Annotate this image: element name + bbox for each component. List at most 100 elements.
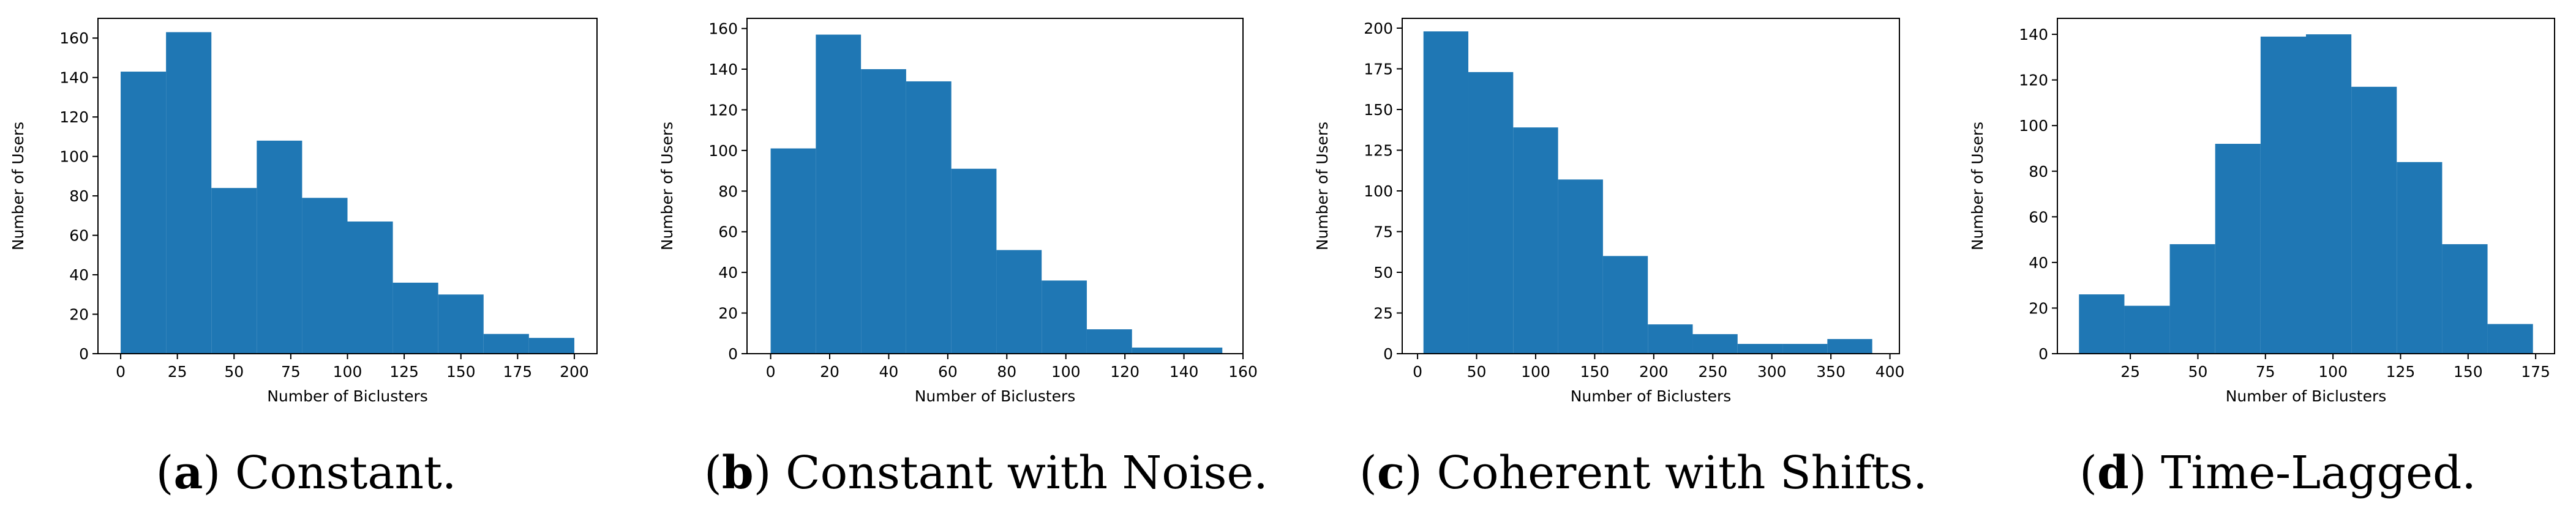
caption-text: Constant. (235, 447, 457, 499)
x-tick-label: 40 (879, 363, 899, 381)
y-tick-label: 80 (2029, 163, 2048, 181)
histogram-bar (2124, 305, 2170, 354)
y-tick-label: 75 (1373, 223, 1393, 240)
caption-coherent-with-shifts: (c) Coherent with Shifts. (1359, 447, 1928, 499)
histogram-bar (528, 338, 574, 354)
y-tick-label: 20 (69, 306, 89, 324)
histogram-bar (2351, 86, 2397, 354)
caption-letter: b (721, 447, 754, 499)
caption-text: Time-Lagged. (2161, 447, 2476, 499)
x-tick-label: 200 (1639, 363, 1669, 381)
y-tick-label: 80 (69, 187, 89, 205)
caption-time-lagged: (d) Time-Lagged. (2079, 447, 2476, 499)
y-tick-label: 120 (2019, 72, 2048, 89)
y-tick-label: 0 (1383, 345, 1393, 363)
x-axis-label: Number of Biclusters (2226, 387, 2387, 405)
histogram-bar (302, 198, 348, 354)
y-tick-label: 200 (1364, 20, 1393, 37)
histogram-coherent-with-shifts: 0 50 100 150 200 250 300 350 400 0 25 50 75 100 125 150… (1313, 18, 1905, 405)
axes-frame (2057, 18, 2555, 354)
x-tick-label: 400 (1876, 363, 1905, 381)
histogram-bar (1737, 344, 1783, 354)
histogram-bar (1782, 344, 1828, 354)
caption-letter: a (173, 447, 203, 499)
x-tick-label: 75 (281, 363, 301, 381)
histogram-bar (770, 148, 816, 354)
histogram-bar (2260, 36, 2306, 354)
histogram-time-lagged: 25 50 75 100 125 150 175 0 20 40 60 80 100 120 140 Numb… (1969, 18, 2555, 405)
axes-frame (1402, 18, 1900, 354)
x-tick-label: 80 (997, 363, 1016, 381)
y-tick-label: 140 (2019, 26, 2048, 43)
y-tick-label: 60 (69, 227, 89, 245)
histogram-bar (1468, 72, 1514, 354)
histogram-bar (906, 81, 952, 354)
y-tick-label: 40 (718, 264, 738, 281)
x-tick-label: 20 (820, 363, 839, 381)
axes-frame (746, 18, 1244, 354)
histogram-bar (211, 188, 257, 354)
x-tick-label: 125 (389, 363, 419, 381)
x-tick-label: 0 (1413, 363, 1422, 381)
y-tick-label: 100 (59, 148, 89, 166)
y-tick-label: 20 (718, 305, 738, 322)
x-tick-label: 50 (2188, 363, 2208, 381)
x-tick-label: 0 (116, 363, 126, 381)
y-tick-label: 0 (728, 345, 738, 363)
y-tick-label: 50 (1373, 264, 1393, 281)
caption-constant: (a) Constant. (156, 447, 457, 499)
histogram-bar (2169, 244, 2215, 354)
y-tick-label: 0 (2038, 345, 2048, 363)
y-axis-label: Number of Users (658, 122, 676, 250)
histogram-bar (2215, 144, 2261, 354)
histogram-bar (996, 250, 1042, 354)
histogram-bar (2397, 162, 2443, 354)
x-axis-label: Number of Biclusters (1571, 387, 1732, 405)
x-tick-label: 140 (1170, 363, 1199, 381)
x-tick-label: 25 (168, 363, 187, 381)
histogram-bar (2487, 324, 2533, 354)
y-tick-label: 40 (69, 266, 89, 284)
histogram-bar (1513, 127, 1558, 354)
histogram-bar (1042, 280, 1087, 354)
x-tick-label: 100 (2318, 363, 2348, 381)
x-tick-label: 50 (1467, 363, 1487, 381)
y-tick-label: 140 (59, 69, 89, 87)
caption-constant-with-noise: (b) Constant with Noise. (704, 447, 1268, 499)
histogram-bar (2306, 34, 2352, 354)
y-tick-label: 125 (1364, 141, 1393, 159)
y-tick-label: 0 (79, 345, 89, 363)
histogram-bar (438, 294, 484, 354)
y-tick-label: 120 (708, 101, 738, 119)
histogram-bar (1602, 256, 1648, 354)
x-tick-label: 50 (224, 363, 244, 381)
histogram-bar (392, 282, 438, 354)
y-tick-label: 140 (708, 61, 738, 78)
y-axis-label: Number of Users (1969, 122, 1986, 250)
histogram-bar (2079, 294, 2125, 354)
x-tick-label: 120 (1110, 363, 1140, 381)
histogram-bar (1177, 348, 1223, 354)
histogram-bar (121, 72, 167, 354)
histogram-bar (1648, 324, 1693, 354)
x-tick-label: 150 (446, 363, 476, 381)
y-tick-label: 150 (1364, 101, 1393, 119)
histogram-bar (816, 34, 862, 354)
x-tick-label: 25 (2120, 363, 2140, 381)
histogram-constant-with-noise: 0 20 40 60 80 100 120 140 160 0 20 40 60 80 100 120 140 1… (658, 18, 1258, 405)
y-tick-label: 175 (1364, 60, 1393, 78)
x-axis-label: Number of Biclusters (267, 387, 428, 405)
histogram-constant: 0 25 50 75 100 125 150 175 200 0 20 40 60 80 100 120 140… (9, 18, 598, 405)
histogram-bar (347, 222, 393, 354)
x-tick-label: 350 (1816, 363, 1846, 381)
caption-text: Constant with Noise. (786, 447, 1268, 499)
x-tick-label: 200 (560, 363, 589, 381)
x-tick-label: 175 (2521, 363, 2550, 381)
histogram-bar (1132, 348, 1177, 354)
x-tick-label: 175 (503, 363, 532, 381)
caption-letter: c (1376, 447, 1405, 499)
y-tick-label: 120 (59, 108, 89, 126)
histogram-bar (1692, 334, 1738, 354)
caption-letter: d (2097, 447, 2129, 499)
histogram-bar (257, 140, 302, 354)
